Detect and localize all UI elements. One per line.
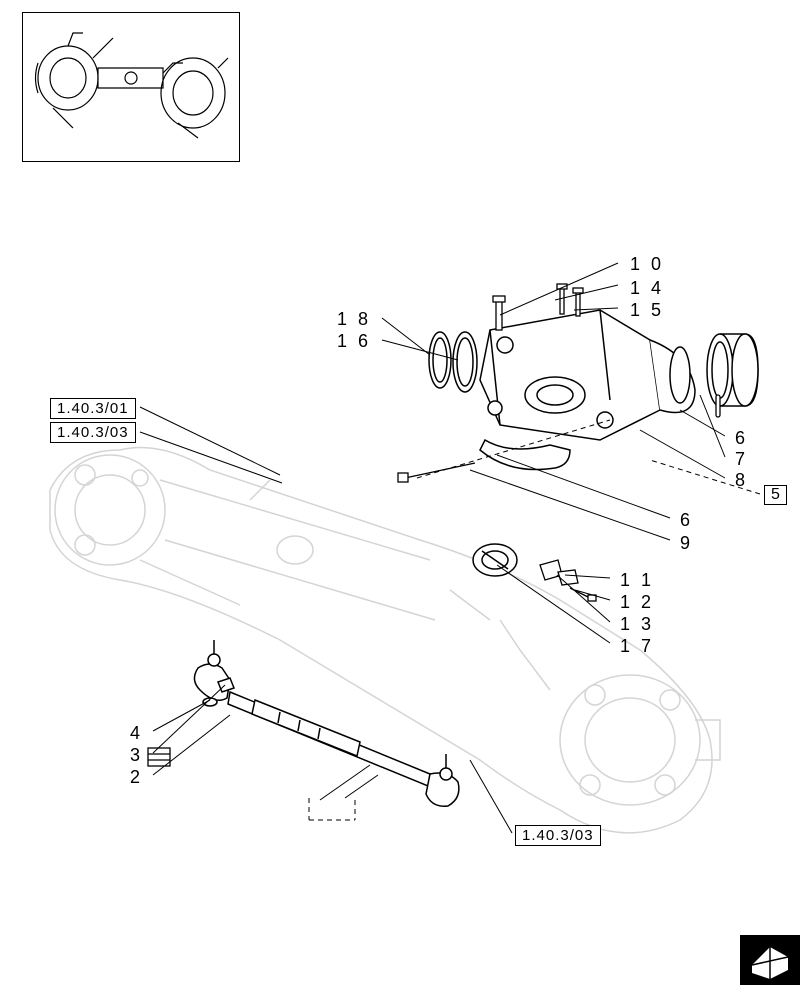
callout-8: 8 bbox=[735, 470, 748, 491]
callout-15: 1 5 bbox=[630, 300, 664, 321]
part-ring-17 bbox=[473, 544, 517, 576]
callout-4: 4 bbox=[130, 723, 143, 744]
part-locknut bbox=[148, 748, 170, 766]
callout-13: 1 3 bbox=[620, 614, 654, 635]
callout-6-bottom: 6 bbox=[680, 510, 693, 531]
part-housing bbox=[480, 310, 695, 440]
part-rings-left bbox=[429, 332, 477, 392]
main-diagram bbox=[0, 0, 812, 1000]
part-bolt-10 bbox=[493, 296, 505, 330]
callout-2: 2 bbox=[130, 767, 143, 788]
callout-9: 9 bbox=[680, 533, 693, 554]
part-outer-bush bbox=[707, 334, 758, 406]
part-bolts-1415 bbox=[557, 284, 583, 316]
callout-16: 1 6 bbox=[337, 331, 371, 352]
part-pin bbox=[716, 395, 720, 417]
callout-10: 1 0 bbox=[630, 254, 664, 275]
callout-18: 1 8 bbox=[337, 309, 371, 330]
callout-3: 3 bbox=[130, 745, 143, 766]
callout-14: 1 4 bbox=[630, 278, 664, 299]
part-clips bbox=[540, 560, 596, 601]
callout-11: 1 1 bbox=[620, 570, 654, 591]
ref-box-1: 1.40.3/01 bbox=[50, 398, 136, 419]
callout-7: 7 bbox=[735, 449, 748, 470]
ref-box-3: 1.40.3/03 bbox=[515, 825, 601, 846]
ref-box-2: 1.40.3/03 bbox=[50, 422, 136, 443]
boxed-5: 5 bbox=[764, 485, 787, 505]
callout-12: 1 2 bbox=[620, 592, 654, 613]
callout-17: 1 7 bbox=[620, 636, 654, 657]
next-page-icon[interactable] bbox=[740, 935, 800, 985]
callout-6-right: 6 bbox=[735, 428, 748, 449]
